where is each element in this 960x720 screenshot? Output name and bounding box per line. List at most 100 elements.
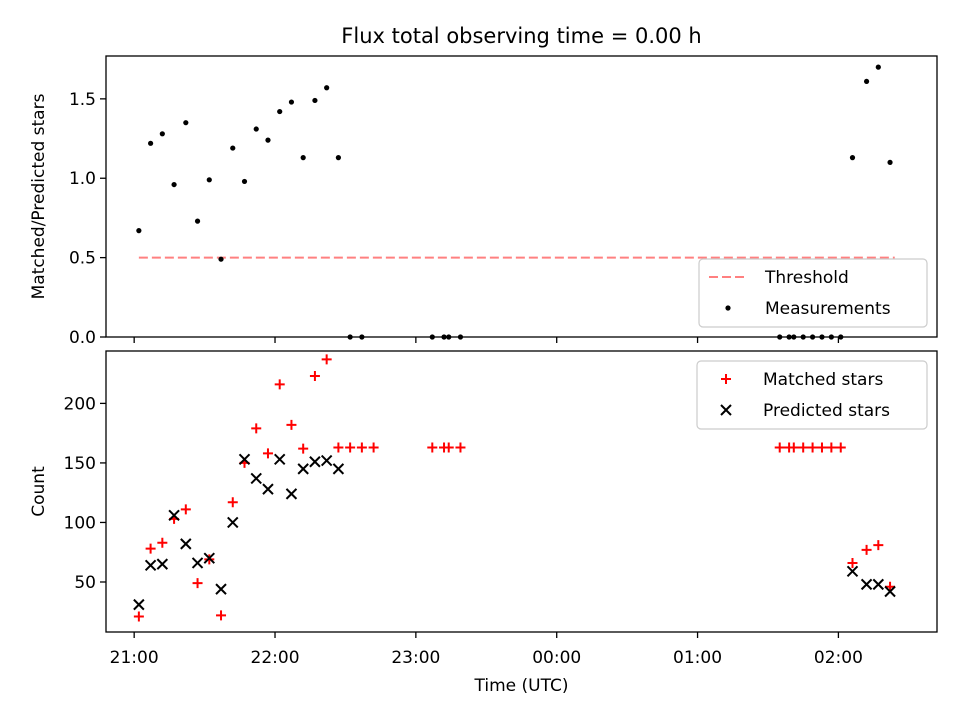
axes-frame [105, 350, 938, 633]
data-point [262, 483, 274, 495]
data-point [332, 463, 345, 475]
data-point [849, 155, 856, 161]
legend-label: Matched stars [763, 370, 883, 390]
legend: Threshold Measurements [698, 258, 928, 328]
data-point [191, 557, 204, 569]
data-point [333, 442, 344, 453]
data-point [203, 552, 215, 564]
series-measurements [136, 64, 893, 340]
data-point [192, 578, 203, 589]
data-point [145, 543, 156, 554]
y-tick-label: 200 [64, 394, 96, 414]
data-point [265, 137, 271, 143]
data-point [455, 442, 466, 453]
data-point [157, 537, 168, 548]
legend: Matched stars Predicted stars [696, 360, 928, 430]
data-point [251, 423, 262, 434]
data-point [194, 218, 201, 224]
x-tick-label: 00:00 [532, 648, 581, 668]
data-point [324, 85, 330, 91]
data-point [277, 108, 283, 115]
data-point [183, 120, 189, 126]
data-point [297, 463, 309, 475]
data-point [887, 159, 893, 165]
data-point [875, 64, 881, 70]
y-tick-label: 50 [74, 573, 96, 593]
data-point [774, 442, 785, 453]
plot-area [136, 64, 895, 340]
data-point [215, 583, 227, 595]
data-point [368, 442, 379, 453]
legend-marker [720, 404, 732, 416]
chart-title: Flux total observing time = 0.00 h [341, 24, 701, 48]
data-point [443, 442, 454, 453]
data-point [816, 442, 827, 453]
data-point [788, 442, 799, 453]
x-axis-label: Time (UTC) [474, 676, 569, 696]
axes-frame [105, 55, 938, 338]
data-point [826, 442, 837, 453]
y-axis-label: Matched/Predicted stars [29, 93, 49, 299]
data-point [168, 509, 180, 522]
data-point [872, 578, 885, 591]
data-point [846, 565, 859, 577]
data-point [309, 456, 321, 468]
x-tick-label: 01:00 [673, 648, 722, 668]
legend-label: Predicted stars [763, 401, 890, 421]
data-point [159, 131, 165, 137]
data-point [250, 472, 262, 485]
legend-label: Measurements [765, 299, 891, 319]
data-point [312, 97, 318, 104]
x-tick-label: 21:00 [110, 648, 159, 668]
data-point [133, 611, 144, 622]
data-point [227, 497, 238, 508]
y-tick-label: 150 [64, 454, 96, 474]
data-point [860, 578, 873, 591]
data-point [262, 448, 273, 459]
data-point [216, 610, 227, 621]
data-point [180, 504, 191, 515]
data-point [206, 177, 212, 183]
data-point [427, 442, 438, 453]
data-point [835, 442, 846, 453]
data-point [136, 228, 142, 234]
data-point [144, 559, 157, 572]
data-point [884, 585, 896, 598]
data-point [885, 581, 896, 592]
data-point [807, 442, 818, 453]
data-point [300, 155, 306, 161]
data-point [288, 99, 295, 105]
data-point [218, 256, 224, 262]
y-tick-label: 0.0 [69, 328, 96, 348]
data-point [861, 544, 872, 555]
data-point [321, 354, 332, 365]
y-tick-label: 1.5 [69, 90, 96, 110]
panel-2: Count Time (UTC) 50 100 150 200 21:00 22:00 23:0… [29, 350, 938, 696]
y-axis-label: Count [29, 466, 49, 517]
data-point [274, 453, 286, 466]
x-tick-label: 22:00 [251, 648, 300, 668]
data-point [298, 443, 309, 454]
y-tick-label: 100 [64, 513, 96, 533]
data-point [238, 453, 251, 466]
legend-marker [721, 374, 731, 384]
data-point [356, 442, 367, 453]
data-point [309, 371, 320, 382]
data-point [274, 379, 285, 390]
legend-label: Threshold [764, 268, 849, 288]
legend-marker [725, 305, 731, 311]
data-point [320, 454, 333, 467]
data-point [285, 488, 298, 500]
x-tick-label: 02:00 [814, 648, 863, 668]
legend-box [696, 360, 928, 430]
data-point [345, 442, 356, 453]
data-point [148, 140, 154, 146]
data-point [227, 516, 239, 529]
legend-box [698, 258, 928, 328]
series-predicted-stars [133, 453, 896, 611]
data-point [798, 442, 809, 453]
data-point [156, 558, 169, 570]
data-point [286, 419, 297, 430]
plot-area [133, 354, 896, 622]
